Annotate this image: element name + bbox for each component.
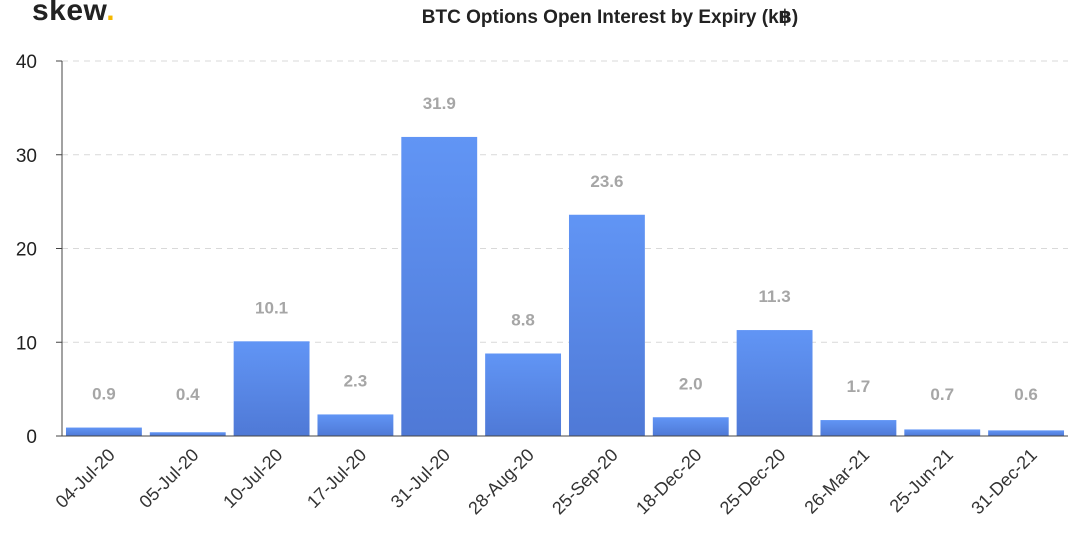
y-axis: 0 10 20 30 40: [16, 52, 63, 448]
gridlines: [62, 60, 1068, 343]
bar: [736, 330, 813, 436]
x-tick-label: 25-Sep-20: [548, 445, 622, 519]
bar: [233, 341, 310, 436]
y-tick-label: 0: [26, 427, 37, 448]
y-tick-label: 10: [16, 333, 37, 354]
bar: [317, 414, 394, 436]
bar: [65, 427, 142, 436]
logo-text: skew: [32, 0, 107, 27]
bar: [149, 432, 226, 436]
bar: [820, 420, 897, 436]
y-tick-label: 20: [16, 240, 37, 261]
x-tick-label: 05-Jul-20: [135, 445, 202, 512]
x-tick-label: 25-Jun-21: [886, 445, 957, 516]
x-tick-label: 25-Dec-20: [716, 445, 790, 519]
bar: [568, 214, 645, 436]
x-tick-label: 31-Dec-21: [967, 445, 1041, 519]
data-label: 0.6: [1014, 385, 1038, 404]
x-tick-label: 17-Jul-20: [303, 445, 370, 512]
logo-dot: .: [106, 0, 116, 27]
x-tick-label: 18-Dec-20: [632, 445, 706, 519]
chart-title: BTC Options Open Interest by Expiry (k฿): [421, 7, 799, 28]
skew-logo: skew.: [32, 0, 115, 28]
x-tick-label: 31-Jul-20: [387, 445, 454, 512]
x-tick-label: 10-Jul-20: [219, 445, 286, 512]
y-tick-label: 40: [16, 52, 37, 73]
data-label: 1.7: [847, 377, 871, 396]
x-tick-label: 26-Mar-21: [800, 445, 873, 518]
data-label: 10.1: [255, 298, 288, 317]
bars: [65, 136, 1065, 436]
x-tick-label: 04-Jul-20: [52, 445, 119, 512]
bar: [988, 430, 1065, 436]
bar: [485, 353, 562, 436]
bar: [401, 136, 478, 436]
x-axis: 04-Jul-20 05-Jul-20 10-Jul-20 17-Jul-20 31-J…: [52, 435, 1068, 519]
data-label: 0.4: [176, 385, 200, 404]
y-tick-label: 30: [16, 146, 37, 167]
data-label: 11.3: [759, 287, 791, 306]
data-label: 0.7: [930, 385, 954, 404]
bar: [652, 417, 729, 436]
bar: [904, 429, 981, 436]
data-label: 2.3: [344, 371, 368, 390]
data-label: 31.9: [423, 94, 456, 113]
data-labels: 0.9 0.4 10.1 2.3 31.9 8.8 23.6 2.0 11.3 1.7 0.7 0.6: [92, 94, 1038, 404]
data-label: 8.8: [511, 311, 535, 330]
data-label: 2.0: [679, 374, 703, 393]
data-label: 23.6: [590, 172, 623, 191]
data-label: 0.9: [92, 385, 116, 404]
x-tick-label: 28-Aug-20: [464, 445, 538, 519]
